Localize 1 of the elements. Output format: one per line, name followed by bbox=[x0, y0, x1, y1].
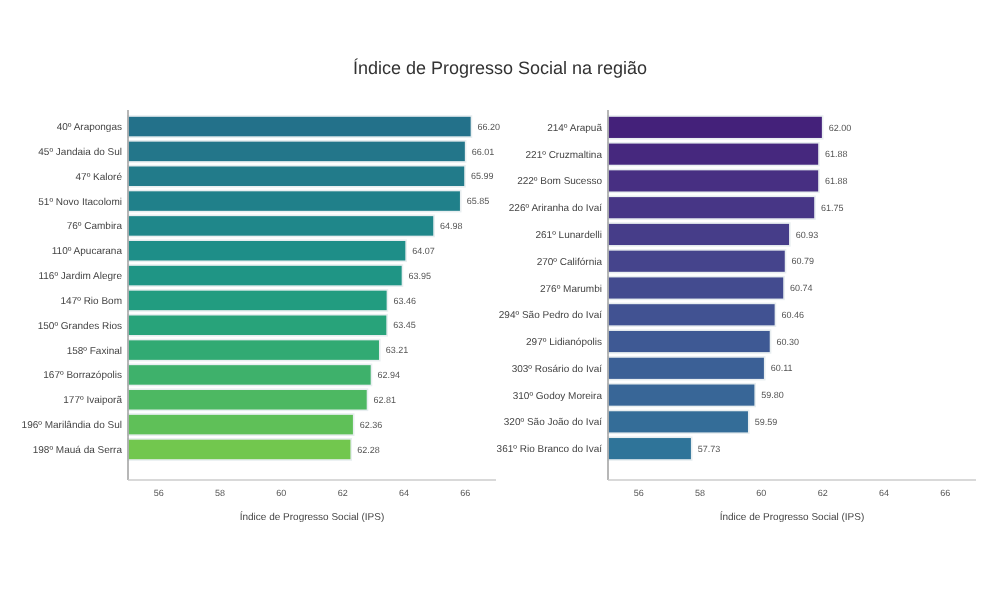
chart-title: Índice de Progresso Social na região bbox=[352, 58, 648, 78]
